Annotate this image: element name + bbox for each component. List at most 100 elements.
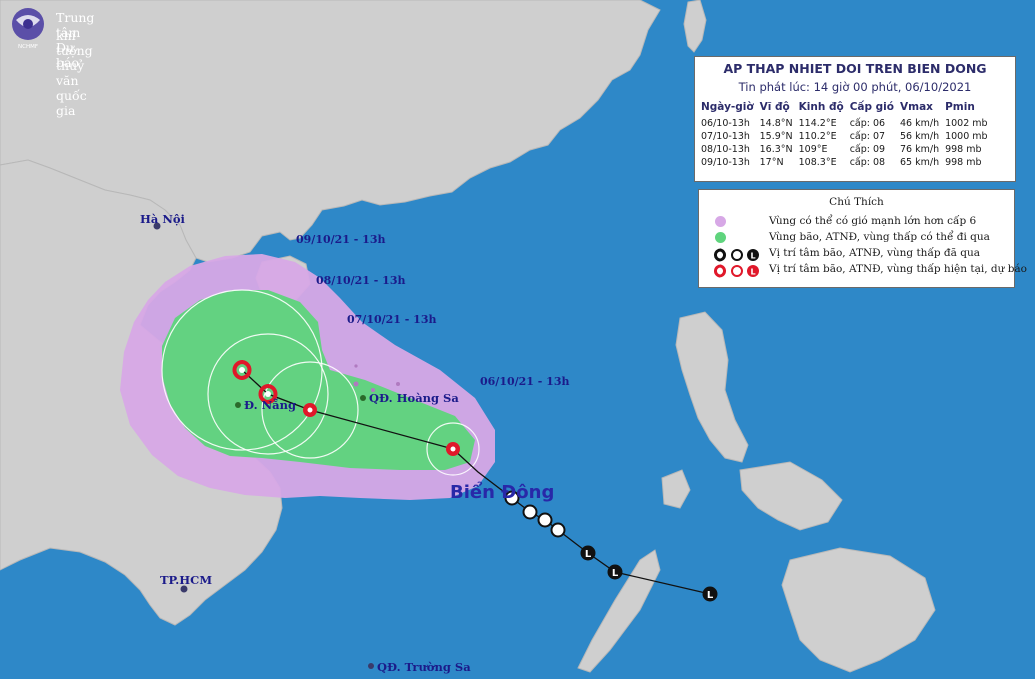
sea-name-label: Biển Đông bbox=[450, 482, 555, 503]
issue-time: Tin phát lúc: 14 giờ 00 phút, 06/10/2021 bbox=[738, 80, 972, 94]
legend-item: L Vị trí tâm bão, ATNĐ, vùng thấp hiện t… bbox=[699, 262, 1027, 278]
storm-info-panel: AP THAP NHIET DOI TREN BIEN DONG Tin phá… bbox=[694, 56, 1016, 182]
svg-text:NCHMF: NCHMF bbox=[18, 44, 38, 50]
cell-lat: 15.9°N bbox=[759, 131, 793, 142]
table-row: 06/10-13h 14.8°N 114.2°E cấp: 06 46 km/h… bbox=[698, 117, 991, 130]
column-header: Vmax bbox=[900, 101, 933, 113]
legend-title: Chú Thích bbox=[829, 196, 884, 208]
cell-wind-level: cấp: 09 bbox=[849, 144, 886, 155]
past-low-marker bbox=[550, 522, 566, 538]
city-label-danang: Đ. Nẵng bbox=[244, 398, 297, 412]
cell-pmin: 998 mb bbox=[945, 144, 982, 155]
column-header: Vĩ độ bbox=[759, 101, 790, 113]
cell-lat: 17°N bbox=[759, 157, 784, 168]
forecast-date-label: 07/10/21 - 13h bbox=[347, 313, 437, 326]
cell-wind-level: cấp: 06 bbox=[849, 118, 886, 129]
truongsa-dot bbox=[368, 663, 374, 669]
cell-wind-level: cấp: 07 bbox=[849, 131, 886, 142]
agency-name-line2: khí tượng thuỷ văn quốc gia bbox=[56, 28, 93, 118]
purple-zone-swatch bbox=[715, 216, 726, 227]
cell-wind-level: cấp: 08 bbox=[849, 157, 886, 168]
cell-time: 07/10-13h bbox=[701, 131, 750, 142]
column-header: Kinh độ bbox=[798, 101, 844, 113]
cell-lon: 114.2°E bbox=[798, 118, 837, 129]
past-low-marker bbox=[522, 504, 538, 520]
hoangsa-dot bbox=[360, 395, 366, 401]
city-label-truong-sa: QĐ. Trường Sa bbox=[377, 660, 471, 674]
city-label-hanoi: Hà Nội bbox=[140, 212, 185, 226]
forecast-date-label: 06/10/21 - 13h bbox=[480, 375, 570, 388]
cell-pmin: 1000 mb bbox=[945, 131, 988, 142]
forecast-table: Ngày-giờ Vĩ độ Kinh độ Cấp gió Vmax Pmin… bbox=[698, 99, 991, 169]
past-l-marker: L bbox=[702, 586, 718, 602]
city-label-hoang-sa: QĐ. Hoàng Sa bbox=[369, 391, 459, 405]
svg-text:L: L bbox=[750, 252, 755, 261]
green-zone-swatch bbox=[715, 232, 726, 243]
cell-lat: 14.8°N bbox=[759, 118, 793, 129]
past-position-icons: L bbox=[713, 248, 759, 262]
legend-item-label: Vùng có thể có gió mạnh lớn hơn cấp 6 bbox=[769, 215, 977, 227]
hcm-dot bbox=[180, 585, 188, 593]
city-label-hcm: TP.HCM bbox=[160, 573, 213, 587]
legend-item-label: Vị trí tâm bão, ATNĐ, vùng thấp đã qua bbox=[769, 247, 980, 259]
cell-lon: 110.2°E bbox=[798, 131, 837, 142]
mindanao-island bbox=[781, 547, 936, 673]
legend-item: L Vị trí tâm bão, ATNĐ, vùng thấp đã qua bbox=[699, 246, 1014, 262]
table-row: 09/10-13h 17°N 108.3°E cấp: 08 65 km/h 9… bbox=[698, 156, 991, 169]
agency-name-line1: Trung tâm Dự báo bbox=[56, 10, 95, 70]
hanoi-dot bbox=[153, 222, 161, 230]
cell-lon: 109°E bbox=[798, 144, 828, 155]
cell-vmax: 56 km/h bbox=[900, 131, 940, 142]
svg-text:L: L bbox=[707, 590, 714, 601]
taiwan-island bbox=[683, 0, 707, 53]
column-header: Cấp gió bbox=[849, 101, 894, 113]
column-header: Ngày-giờ bbox=[701, 101, 754, 113]
forecast-date-label: 09/10/21 - 13h bbox=[296, 233, 386, 246]
cell-vmax: 65 km/h bbox=[900, 157, 940, 168]
past-position-markers: L L L bbox=[504, 490, 718, 602]
forecast-position-markers bbox=[232, 360, 460, 456]
palawan-island bbox=[577, 549, 661, 673]
legend-item: Vùng bão, ATNĐ, vùng thấp có thể đi qua bbox=[699, 230, 1014, 246]
luzon-island bbox=[675, 311, 749, 463]
cell-lat: 16.3°N bbox=[759, 144, 793, 155]
cell-time: 09/10-13h bbox=[701, 157, 750, 168]
forecast-radius-circles bbox=[161, 289, 480, 476]
table-header-row: Ngày-giờ Vĩ độ Kinh độ Cấp gió Vmax Pmin bbox=[698, 99, 991, 117]
forecast-storm-marker bbox=[232, 360, 252, 380]
danang-dot bbox=[235, 402, 241, 408]
past-l-marker: L bbox=[607, 564, 623, 580]
forecast-storm-marker bbox=[258, 384, 278, 404]
table-row: 08/10-13h 16.3°N 109°E cấp: 09 76 km/h 9… bbox=[698, 143, 991, 156]
current-position-icons: L bbox=[713, 264, 759, 278]
cell-time: 08/10-13h bbox=[701, 144, 750, 155]
forecast-track-line bbox=[241, 369, 454, 450]
cell-vmax: 46 km/h bbox=[900, 118, 940, 129]
hoang-sa-islets bbox=[353, 364, 400, 392]
cell-pmin: 1002 mb bbox=[945, 118, 988, 129]
cell-vmax: 76 km/h bbox=[900, 144, 940, 155]
nchmf-logo: NCHMF bbox=[12, 8, 44, 50]
storm-zone bbox=[162, 290, 475, 470]
svg-text:L: L bbox=[585, 549, 592, 560]
svg-text:L: L bbox=[612, 568, 619, 579]
map-legend: Chú Thích Vùng có thể có gió mạnh lớn hơ… bbox=[698, 189, 1027, 288]
cell-time: 06/10-13h bbox=[701, 118, 750, 129]
forecast-storm-marker bbox=[303, 403, 317, 417]
past-low-marker bbox=[537, 512, 553, 528]
mindoro-island bbox=[661, 469, 691, 509]
cell-lon: 108.3°E bbox=[798, 157, 837, 168]
legend-item-label: Vị trí tâm bão, ATNĐ, vùng thấp hiện tại… bbox=[769, 263, 1028, 275]
legend-item: Vùng có thể có gió mạnh lớn hơn cấp 6 bbox=[699, 214, 1014, 230]
legend-item-label: Vùng bão, ATNĐ, vùng thấp có thể đi qua bbox=[769, 231, 990, 243]
current-position-marker bbox=[446, 442, 460, 456]
visayas-islands bbox=[739, 461, 843, 531]
panel-title: AP THAP NHIET DOI TREN BIEN DONG bbox=[723, 61, 987, 76]
past-l-marker: L bbox=[580, 545, 596, 561]
column-header: Pmin bbox=[945, 101, 975, 113]
forecast-date-label: 08/10/21 - 13h bbox=[316, 274, 406, 287]
past-low-marker bbox=[504, 490, 520, 506]
cell-pmin: 998 mb bbox=[945, 157, 982, 168]
svg-text:L: L bbox=[750, 268, 755, 277]
table-row: 07/10-13h 15.9°N 110.2°E cấp: 07 56 km/h… bbox=[698, 130, 991, 143]
